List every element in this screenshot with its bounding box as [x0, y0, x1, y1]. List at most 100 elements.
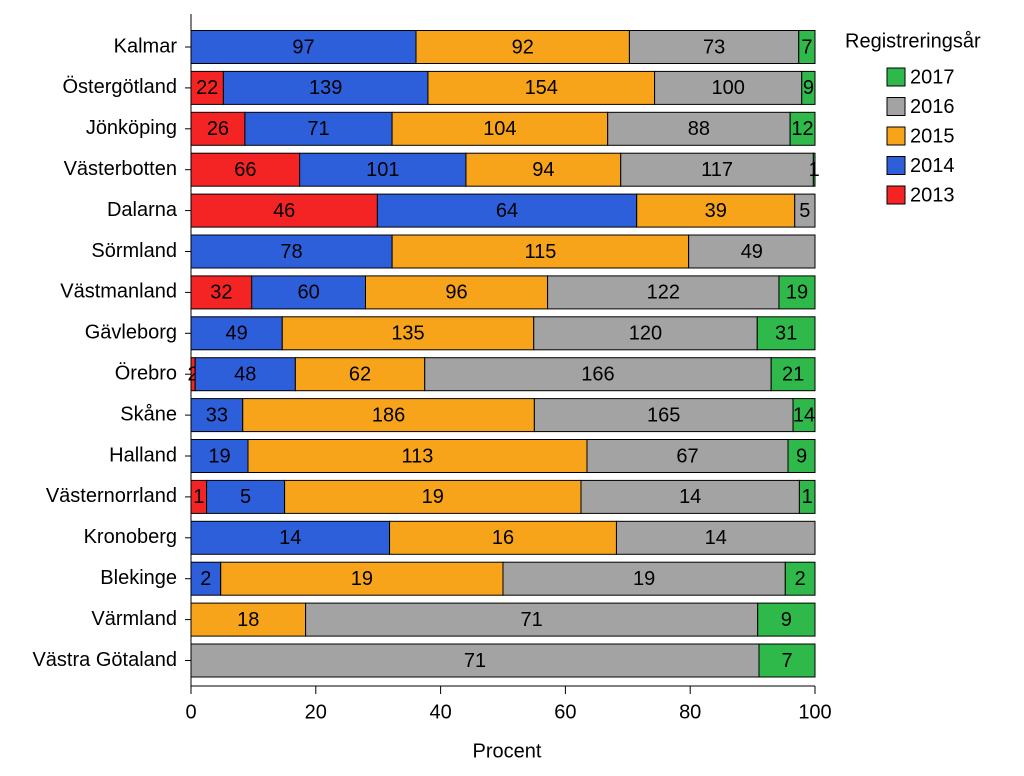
legend-swatch — [886, 97, 906, 116]
bar-segment — [580, 479, 800, 514]
data-label: 33 — [206, 404, 228, 426]
y-tick-label: Kalmar — [114, 35, 178, 57]
data-label: 32 — [210, 282, 232, 304]
y-tick-label: Blekinge — [100, 567, 177, 589]
data-label: 19 — [422, 486, 444, 508]
bar-segment — [812, 152, 816, 187]
bar-segment — [628, 30, 800, 64]
data-label: 113 — [402, 445, 434, 467]
data-label: 62 — [349, 363, 371, 385]
bar-segment — [391, 111, 609, 146]
bar-segment — [424, 357, 772, 392]
data-label: 19 — [786, 282, 808, 304]
bar-segment — [190, 193, 378, 228]
bar-segment — [206, 479, 286, 514]
bar-segment — [364, 275, 549, 310]
x-axis-label: Procent — [473, 740, 542, 762]
y-tick-label: Jönköping — [86, 117, 177, 139]
bar-segment — [688, 234, 816, 269]
bar-segment — [190, 439, 249, 473]
data-label: 14 — [679, 486, 701, 508]
bar-segment — [427, 70, 656, 105]
legend-swatch — [886, 67, 906, 87]
y-tick-label: Dalarna — [107, 199, 178, 221]
y-tick-label: Värmland — [91, 608, 177, 630]
data-label: 92 — [512, 36, 534, 58]
data-label: 73 — [703, 36, 725, 58]
bar-segment — [220, 561, 504, 596]
data-label: 88 — [688, 118, 710, 140]
legend-label: 2016 — [910, 96, 955, 118]
data-label: 94 — [532, 159, 554, 181]
bar-segment — [190, 234, 393, 269]
y-tick-label: Örebro — [115, 362, 177, 384]
y-tick-label: Halland — [109, 444, 177, 466]
bar-segment — [190, 275, 253, 310]
data-label: 120 — [629, 323, 662, 345]
data-label: 67 — [676, 445, 698, 467]
x-tick-label: 80 — [679, 701, 701, 723]
data-label: 1 — [802, 486, 813, 508]
bar-segment — [251, 275, 366, 310]
data-label: 66 — [234, 159, 256, 181]
data-label: 21 — [782, 363, 804, 385]
bar-segment — [789, 111, 816, 146]
bar-segment — [615, 520, 816, 555]
bar-segment — [389, 520, 617, 555]
data-label: 14 — [279, 527, 301, 549]
data-label: 154 — [525, 77, 558, 99]
bar-segment — [801, 70, 816, 105]
data-label: 18 — [237, 609, 259, 631]
bar-segment — [299, 152, 467, 187]
bar-segment — [620, 152, 814, 187]
data-label: 166 — [581, 363, 614, 385]
x-tick-label: 40 — [429, 701, 451, 723]
data-label: 78 — [280, 241, 302, 263]
bar-segment — [194, 357, 296, 392]
data-label: 19 — [208, 445, 230, 467]
data-label: 49 — [226, 323, 248, 345]
data-label: 1 — [193, 486, 204, 508]
bar-segment — [756, 316, 816, 351]
y-tick-label: Sörmland — [91, 240, 177, 262]
bar-segment — [798, 30, 816, 64]
bar-segment — [190, 152, 301, 187]
bar-segment — [415, 30, 630, 64]
data-label: 49 — [741, 241, 763, 263]
bar-segment — [607, 111, 791, 146]
bar-segment — [190, 111, 246, 146]
data-label: 97 — [292, 36, 314, 58]
legend-swatch — [886, 126, 906, 146]
data-label: 14 — [793, 404, 815, 426]
y-tick-label: Västerbotten — [64, 158, 177, 180]
legend-label: 2015 — [910, 125, 955, 147]
legend-title: Registreringsår — [845, 30, 981, 52]
data-label: 39 — [705, 200, 727, 222]
legend-label: 2014 — [910, 155, 955, 177]
bar-segment — [547, 275, 780, 310]
data-label: 19 — [633, 568, 655, 590]
y-tick-label: Västmanland — [60, 281, 177, 303]
bar-segment — [222, 70, 429, 105]
bar-segment — [778, 275, 816, 310]
data-label: 71 — [464, 650, 486, 672]
y-tick-label: Gävleborg — [85, 322, 177, 344]
bar-segment — [247, 439, 588, 473]
bar-segment — [792, 398, 816, 433]
data-label: 46 — [273, 200, 295, 222]
data-label: 115 — [524, 241, 556, 263]
data-label: 2 — [188, 363, 199, 385]
legend-label: 2017 — [910, 66, 955, 88]
bar-segment — [244, 111, 393, 146]
bar-segment — [376, 193, 638, 228]
bar-segment — [784, 561, 816, 596]
bar-segment — [636, 193, 796, 228]
bar-segment — [798, 479, 816, 514]
data-label: 100 — [711, 77, 744, 99]
data-label: 5 — [799, 200, 810, 222]
bar-segment — [465, 152, 622, 187]
y-tick-label: Östergötland — [62, 76, 177, 98]
data-label: 104 — [483, 118, 516, 140]
data-label: 26 — [207, 118, 229, 140]
data-label: 117 — [701, 159, 733, 181]
